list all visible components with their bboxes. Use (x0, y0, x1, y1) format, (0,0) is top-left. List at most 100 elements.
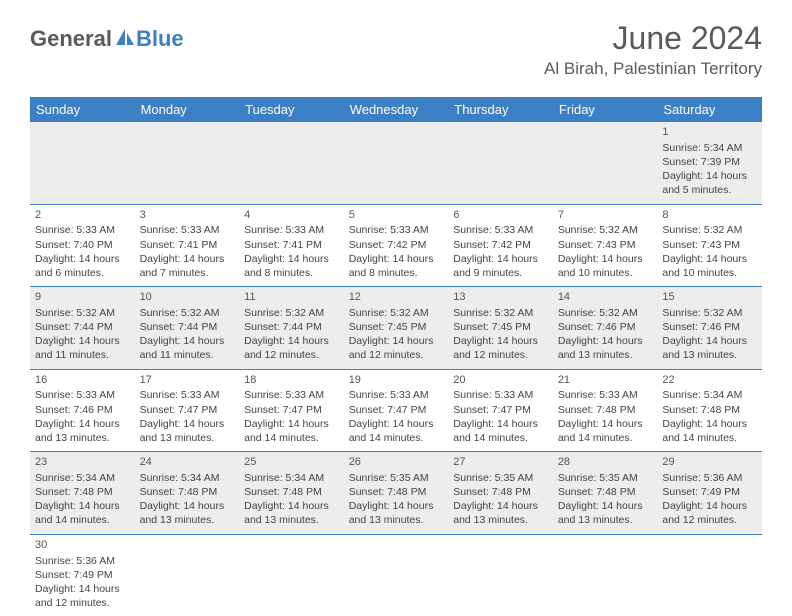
calendar-day-cell: 11Sunrise: 5:32 AMSunset: 7:44 PMDayligh… (239, 287, 344, 370)
daylight-text: Daylight: 14 hours and 12 minutes. (349, 334, 444, 362)
sunrise-text: Sunrise: 5:34 AM (35, 471, 130, 485)
calendar-day-cell: 15Sunrise: 5:32 AMSunset: 7:46 PMDayligh… (657, 287, 762, 370)
day-number: 8 (662, 208, 757, 223)
calendar-day-cell: 2Sunrise: 5:33 AMSunset: 7:40 PMDaylight… (30, 204, 135, 287)
calendar-day-cell: 6Sunrise: 5:33 AMSunset: 7:42 PMDaylight… (448, 204, 553, 287)
sunset-text: Sunset: 7:47 PM (349, 403, 444, 417)
brand-part2: Blue (136, 26, 184, 52)
day-number: 4 (244, 208, 339, 223)
daylight-text: Daylight: 14 hours and 10 minutes. (662, 252, 757, 280)
sunset-text: Sunset: 7:42 PM (453, 238, 548, 252)
daylight-text: Daylight: 14 hours and 10 minutes. (558, 252, 653, 280)
sunrise-text: Sunrise: 5:34 AM (662, 141, 757, 155)
sunrise-text: Sunrise: 5:33 AM (140, 223, 235, 237)
calendar-table: Sunday Monday Tuesday Wednesday Thursday… (30, 97, 762, 616)
calendar-day-cell: 22Sunrise: 5:34 AMSunset: 7:48 PMDayligh… (657, 369, 762, 452)
sunset-text: Sunset: 7:48 PM (662, 403, 757, 417)
calendar-day-cell: 21Sunrise: 5:33 AMSunset: 7:48 PMDayligh… (553, 369, 658, 452)
daylight-text: Daylight: 14 hours and 6 minutes. (35, 252, 130, 280)
daylight-text: Daylight: 14 hours and 12 minutes. (662, 499, 757, 527)
sunset-text: Sunset: 7:48 PM (244, 485, 339, 499)
sunset-text: Sunset: 7:48 PM (35, 485, 130, 499)
day-number: 9 (35, 290, 130, 305)
day-number: 29 (662, 455, 757, 470)
brand-part1: General (30, 26, 112, 52)
daylight-text: Daylight: 14 hours and 13 minutes. (453, 499, 548, 527)
sunset-text: Sunset: 7:39 PM (662, 155, 757, 169)
calendar-day-cell (135, 122, 240, 204)
day-number: 30 (35, 538, 130, 553)
calendar-day-cell: 28Sunrise: 5:35 AMSunset: 7:48 PMDayligh… (553, 452, 658, 535)
day-number: 27 (453, 455, 548, 470)
day-number: 22 (662, 373, 757, 388)
calendar-day-cell: 3Sunrise: 5:33 AMSunset: 7:41 PMDaylight… (135, 204, 240, 287)
weekday-header: Tuesday (239, 97, 344, 122)
calendar-day-cell (448, 122, 553, 204)
sunrise-text: Sunrise: 5:33 AM (140, 388, 235, 402)
sunrise-text: Sunrise: 5:32 AM (35, 306, 130, 320)
sunrise-text: Sunrise: 5:32 AM (662, 306, 757, 320)
calendar-day-cell: 27Sunrise: 5:35 AMSunset: 7:48 PMDayligh… (448, 452, 553, 535)
day-number: 24 (140, 455, 235, 470)
calendar-day-cell: 25Sunrise: 5:34 AMSunset: 7:48 PMDayligh… (239, 452, 344, 535)
weekday-header: Monday (135, 97, 240, 122)
sunrise-text: Sunrise: 5:32 AM (244, 306, 339, 320)
sunrise-text: Sunrise: 5:35 AM (453, 471, 548, 485)
sunrise-text: Sunrise: 5:35 AM (558, 471, 653, 485)
sunset-text: Sunset: 7:44 PM (140, 320, 235, 334)
day-number: 16 (35, 373, 130, 388)
daylight-text: Daylight: 14 hours and 13 minutes. (244, 499, 339, 527)
sunrise-text: Sunrise: 5:33 AM (244, 388, 339, 402)
calendar-day-cell: 4Sunrise: 5:33 AMSunset: 7:41 PMDaylight… (239, 204, 344, 287)
sunset-text: Sunset: 7:46 PM (35, 403, 130, 417)
daylight-text: Daylight: 14 hours and 12 minutes. (35, 582, 130, 610)
daylight-text: Daylight: 14 hours and 5 minutes. (662, 169, 757, 197)
calendar-day-cell: 24Sunrise: 5:34 AMSunset: 7:48 PMDayligh… (135, 452, 240, 535)
day-number: 23 (35, 455, 130, 470)
daylight-text: Daylight: 14 hours and 13 minutes. (35, 417, 130, 445)
location-subtitle: Al Birah, Palestinian Territory (544, 59, 762, 79)
sunrise-text: Sunrise: 5:32 AM (140, 306, 235, 320)
day-number: 26 (349, 455, 444, 470)
calendar-day-cell: 23Sunrise: 5:34 AMSunset: 7:48 PMDayligh… (30, 452, 135, 535)
daylight-text: Daylight: 14 hours and 14 minutes. (244, 417, 339, 445)
day-number: 1 (662, 125, 757, 140)
sunrise-text: Sunrise: 5:34 AM (140, 471, 235, 485)
calendar-week-row: 16Sunrise: 5:33 AMSunset: 7:46 PMDayligh… (30, 369, 762, 452)
weekday-header: Wednesday (344, 97, 449, 122)
daylight-text: Daylight: 14 hours and 7 minutes. (140, 252, 235, 280)
calendar-day-cell: 13Sunrise: 5:32 AMSunset: 7:45 PMDayligh… (448, 287, 553, 370)
title-block: June 2024 Al Birah, Palestinian Territor… (544, 20, 762, 79)
day-number: 12 (349, 290, 444, 305)
sunset-text: Sunset: 7:40 PM (35, 238, 130, 252)
sunrise-text: Sunrise: 5:36 AM (35, 554, 130, 568)
sunrise-text: Sunrise: 5:32 AM (558, 306, 653, 320)
daylight-text: Daylight: 14 hours and 13 minutes. (140, 499, 235, 527)
calendar-day-cell (553, 122, 658, 204)
sunrise-text: Sunrise: 5:32 AM (662, 223, 757, 237)
day-number: 10 (140, 290, 235, 305)
daylight-text: Daylight: 14 hours and 8 minutes. (349, 252, 444, 280)
sunset-text: Sunset: 7:48 PM (558, 403, 653, 417)
header: General Blue June 2024 Al Birah, Palesti… (30, 20, 762, 79)
sunrise-text: Sunrise: 5:33 AM (244, 223, 339, 237)
sunrise-text: Sunrise: 5:34 AM (662, 388, 757, 402)
sunset-text: Sunset: 7:48 PM (453, 485, 548, 499)
day-number: 21 (558, 373, 653, 388)
sunrise-text: Sunrise: 5:33 AM (453, 223, 548, 237)
daylight-text: Daylight: 14 hours and 13 minutes. (662, 334, 757, 362)
weekday-header: Thursday (448, 97, 553, 122)
daylight-text: Daylight: 14 hours and 14 minutes. (558, 417, 653, 445)
day-number: 28 (558, 455, 653, 470)
sunrise-text: Sunrise: 5:32 AM (558, 223, 653, 237)
day-number: 7 (558, 208, 653, 223)
sunset-text: Sunset: 7:49 PM (662, 485, 757, 499)
day-number: 25 (244, 455, 339, 470)
calendar-day-cell: 1Sunrise: 5:34 AMSunset: 7:39 PMDaylight… (657, 122, 762, 204)
sunset-text: Sunset: 7:47 PM (140, 403, 235, 417)
calendar-day-cell: 18Sunrise: 5:33 AMSunset: 7:47 PMDayligh… (239, 369, 344, 452)
calendar-week-row: 1Sunrise: 5:34 AMSunset: 7:39 PMDaylight… (30, 122, 762, 204)
sunset-text: Sunset: 7:48 PM (349, 485, 444, 499)
month-title: June 2024 (544, 20, 762, 57)
calendar-day-cell: 10Sunrise: 5:32 AMSunset: 7:44 PMDayligh… (135, 287, 240, 370)
